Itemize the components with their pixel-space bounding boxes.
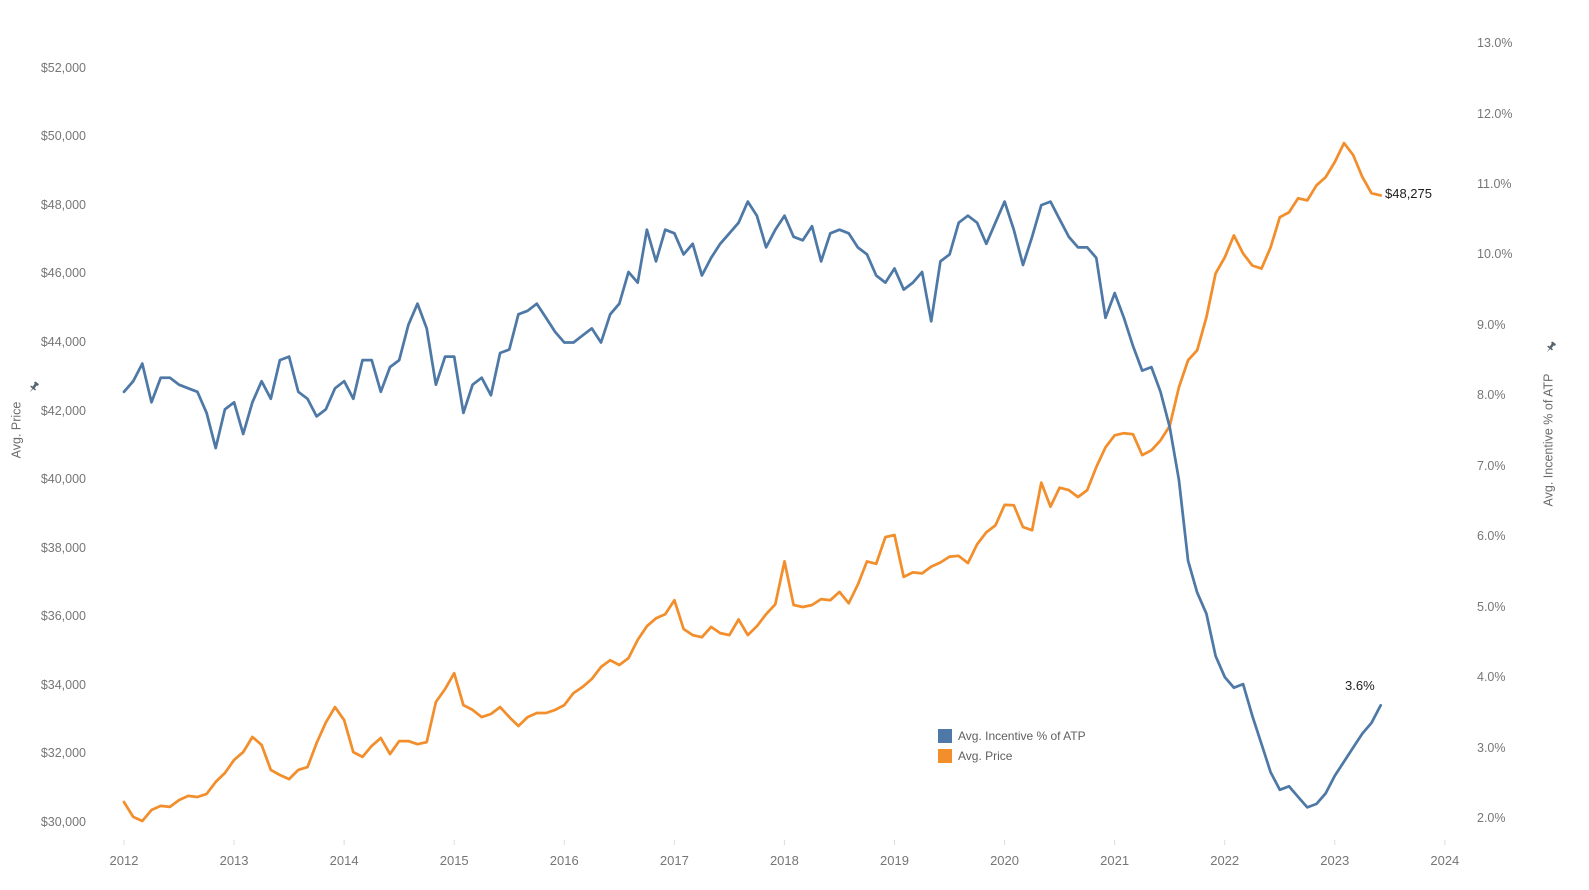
- avg-incentive-line[interactable]: [122, 200, 1383, 809]
- x-axis-tick: 2013: [219, 853, 249, 868]
- x-axis-tick: 2020: [990, 853, 1019, 868]
- x-axis-tick: 2017: [659, 853, 689, 868]
- left-axis-tick: $36,000: [40, 609, 86, 624]
- legend-swatch-incentive: [938, 729, 952, 743]
- legend-swatch-price: [938, 749, 952, 763]
- right-axis-tick: 8.0%: [1477, 388, 1506, 403]
- right-axis-tick: 6.0%: [1477, 529, 1506, 544]
- x-axis-tick: 2019: [880, 853, 909, 868]
- right-axis-tick: 13.0%: [1477, 36, 1513, 51]
- x-axis-tick: 2024: [1430, 853, 1460, 868]
- left-axis-tick: $44,000: [40, 335, 86, 349]
- right-axis-tick: 5.0%: [1477, 599, 1506, 614]
- x-axis-tick: 2018: [769, 853, 799, 868]
- legend: Avg. Incentive % of ATP Avg. Price: [938, 726, 1086, 766]
- right-axis-title: Avg. Incentive % of ATP: [1541, 373, 1556, 507]
- right-axis-tick: 4.0%: [1477, 670, 1506, 685]
- x-axis-tick: 2012: [109, 853, 139, 868]
- price-end-annotation: $48,275: [1385, 186, 1432, 201]
- left-axis-tick: $30,000: [40, 815, 86, 829]
- left-axis-tick: $50,000: [40, 129, 86, 144]
- legend-item-price[interactable]: Avg. Price: [938, 746, 1086, 766]
- right-axis-tick: 2.0%: [1477, 811, 1506, 825]
- x-axis-tick: 2014: [329, 853, 359, 868]
- legend-label: Avg. Price: [958, 749, 1013, 763]
- legend-item-incentive[interactable]: Avg. Incentive % of ATP: [938, 726, 1086, 746]
- left-axis-tick: $32,000: [40, 746, 86, 761]
- left-axis-tick: $42,000: [40, 403, 86, 418]
- legend-label: Avg. Incentive % of ATP: [958, 729, 1086, 743]
- left-axis-tick: $34,000: [40, 677, 86, 692]
- incentive-end-annotation: 3.6%: [1345, 678, 1375, 693]
- x-axis-tick: 2023: [1320, 853, 1350, 868]
- left-axis-tick: $48,000: [40, 197, 86, 212]
- right-axis-pin-icon[interactable]: [1543, 340, 1558, 355]
- left-axis-tick: $46,000: [40, 266, 86, 281]
- x-axis-tick: 2016: [549, 853, 579, 868]
- left-axis-tick: $40,000: [40, 472, 86, 487]
- x-axis-tick: 2022: [1210, 853, 1240, 868]
- x-axis-tick: 2021: [1100, 853, 1130, 868]
- right-axis-tick: 11.0%: [1477, 176, 1512, 191]
- left-axis-tick: $52,000: [40, 60, 86, 75]
- x-axis-tick-marks: [123, 840, 1446, 845]
- left-axis-pin-icon[interactable]: [26, 380, 41, 395]
- right-axis-tick: 12.0%: [1477, 106, 1513, 121]
- avg-price-line[interactable]: [122, 141, 1383, 823]
- left-axis-tick: $38,000: [40, 540, 86, 555]
- left-axis-title: Avg. Price: [9, 401, 24, 459]
- right-axis-tick: 3.0%: [1477, 740, 1506, 755]
- right-axis-tick: 7.0%: [1477, 458, 1506, 473]
- x-axis-tick: 2015: [439, 853, 469, 868]
- right-axis-tick: 9.0%: [1477, 317, 1506, 332]
- right-axis-tick: 10.0%: [1477, 247, 1513, 262]
